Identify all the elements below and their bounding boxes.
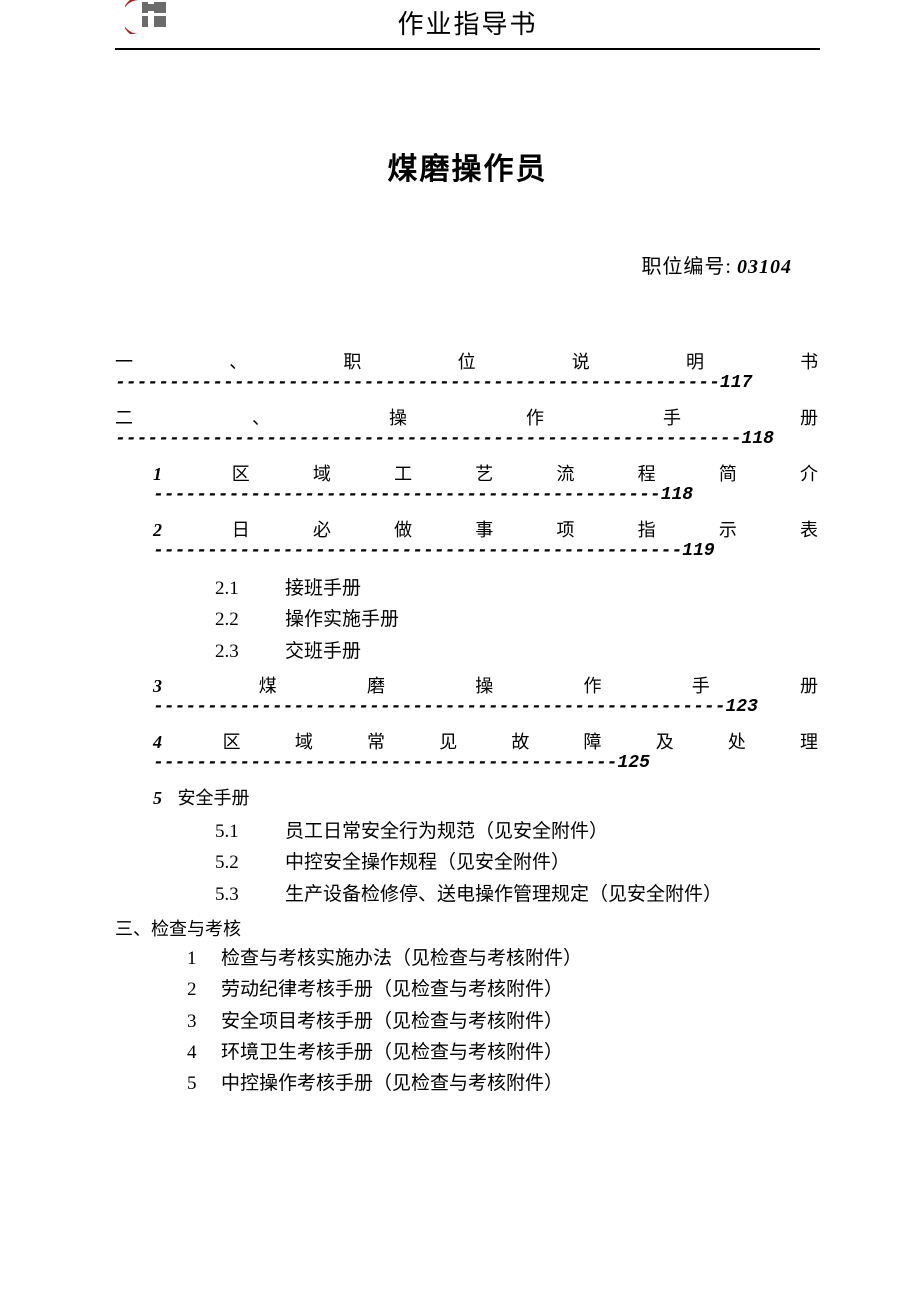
toc-item-2-5: 5 安全手册: [115, 785, 820, 812]
toc-item-2-3-leader: ----------------------------------------…: [115, 694, 820, 721]
header-title: 作业指导书: [115, 0, 820, 41]
header-rule: [115, 48, 820, 50]
position-code: 03104: [737, 256, 792, 278]
toc-section-3: 三、检查与考核: [115, 916, 820, 943]
toc-sub-2-1: 2.1接班手册: [215, 573, 820, 604]
toc-sub-5-1: 5.1员工日常安全行为规范（见安全附件）: [215, 816, 820, 847]
toc-item-2-2-leader: ----------------------------------------…: [115, 538, 820, 565]
toc-s3-item-2: 2劳动纪律考核手册（见检查与考核附件）: [187, 974, 820, 1005]
toc-item-2-5-subs: 5.1员工日常安全行为规范（见安全附件） 5.2中控安全操作规程（见安全附件） …: [115, 816, 820, 910]
toc-s3-item-5: 5中控操作考核手册（见检查与考核附件）: [187, 1068, 820, 1099]
toc-section-2-leader: ----------------------------------------…: [115, 426, 820, 453]
toc-section-1-leader: ----------------------------------------…: [115, 370, 820, 397]
toc-s3-item-4: 4环境卫生考核手册（见检查与考核附件）: [187, 1037, 820, 1068]
toc-s3-item-3: 3安全项目考核手册（见检查与考核附件）: [187, 1006, 820, 1037]
toc-sub-5-2: 5.2中控安全操作规程（见安全附件）: [215, 847, 820, 878]
toc-s3-item-1: 1检查与考核实施办法（见检查与考核附件）: [187, 943, 820, 974]
toc-sub-5-3: 5.3生产设备检修停、送电操作管理规定（见安全附件）: [215, 879, 820, 910]
table-of-contents: 一 、 职 位 说 明 书 --------------------------…: [115, 349, 820, 1100]
company-logo: [125, 0, 177, 41]
position-code-row: 职位编号: 03104: [115, 250, 820, 279]
document-title: 煤磨操作员: [115, 144, 820, 188]
toc-item-2-2-subs: 2.1接班手册 2.2操作实施手册 2.3交班手册: [115, 573, 820, 667]
toc-sub-2-2: 2.2操作实施手册: [215, 604, 820, 635]
toc-section-3-list: 1检查与考核实施办法（见检查与考核附件） 2劳动纪律考核手册（见检查与考核附件）…: [115, 943, 820, 1100]
position-label: 职位编号:: [641, 256, 732, 278]
toc-sub-2-3: 2.3交班手册: [215, 636, 820, 667]
page-header: 作业指导书: [115, 0, 820, 44]
